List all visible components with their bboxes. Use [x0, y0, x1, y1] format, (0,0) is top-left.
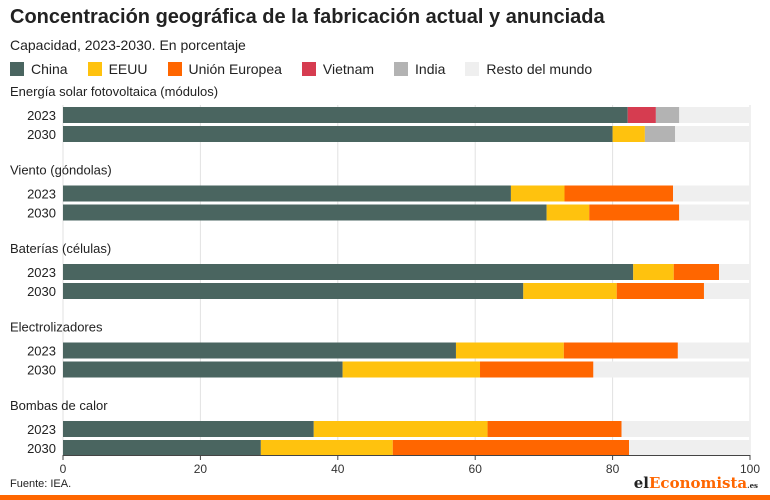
- x-tick-label-20: 20: [194, 462, 208, 476]
- brand-logo: elEconomista.es: [634, 474, 758, 492]
- legend-item-union-europea: Unión Europea: [167, 61, 282, 77]
- bar-segment-electrolizadores-2030-eeuu: [342, 361, 481, 378]
- year-label-bombas-de-calor-2023: 2023: [27, 422, 56, 437]
- bar-segment-electrolizadores-2023-resto-del-mundo: [677, 342, 750, 359]
- bar-segment-electrolizadores-2023-china: [63, 342, 456, 359]
- brand-accent: Economista: [649, 474, 748, 492]
- year-label-viento-gondolas-2030: 2030: [27, 206, 56, 221]
- bottom-rule: [0, 495, 770, 500]
- bar-segment-electrolizadores-2030-union-europea: [480, 361, 594, 378]
- bar-segment-bombas-de-calor-2023-china: [63, 421, 314, 437]
- year-label-electrolizadores-2023: 2023: [27, 344, 56, 359]
- bar-segment-baterias-celulas-2023-eeuu: [633, 264, 674, 280]
- legend-label-eeuu: EEUU: [108, 61, 148, 77]
- bar-segment-viento-gondolas-2023-china: [63, 185, 511, 202]
- bar-segment-viento-gondolas-2023-resto-del-mundo: [673, 185, 750, 202]
- bar-segment-viento-gondolas-2030-union-europea: [589, 204, 680, 221]
- bar-segment-viento-gondolas-2030-resto-del-mundo: [679, 204, 750, 221]
- legend-label-china: China: [31, 61, 68, 77]
- legend-label-resto-del-mundo: Resto del mundo: [486, 61, 593, 77]
- bar-segment-baterias-celulas-2023-resto-del-mundo: [719, 264, 750, 280]
- bar-segment-energia-solar-fotovoltaica-modulos-2030-eeuu: [612, 126, 645, 142]
- bar-segment-electrolizadores-2023-union-europea: [563, 342, 678, 359]
- legend-label-vietnam: Vietnam: [322, 61, 375, 77]
- bar-segment-electrolizadores-2023-eeuu: [455, 342, 564, 359]
- year-label-electrolizadores-2030: 2030: [27, 363, 56, 378]
- legend-swatch-union-europea: [167, 62, 182, 76]
- legend-label-union-europea: Unión Europea: [188, 61, 282, 77]
- legend-item-china: China: [10, 61, 68, 77]
- legend-item-eeuu: EEUU: [87, 61, 148, 77]
- legend-item-india: India: [394, 61, 445, 77]
- x-tick-label-0: 0: [60, 462, 67, 476]
- x-tick-label-100: 100: [740, 462, 760, 476]
- legend-label-india: India: [415, 61, 446, 77]
- legend-swatch-china: [10, 62, 24, 76]
- legend-item-vietnam: Vietnam: [301, 61, 375, 77]
- chart-title: Concentración geográfica de la fabricaci…: [10, 6, 605, 28]
- legend-swatch-resto-del-mundo: [465, 62, 480, 76]
- bar-segment-bombas-de-calor-2023-eeuu: [313, 421, 488, 437]
- bar-segment-viento-gondolas-2030-eeuu: [546, 204, 590, 221]
- x-tick-label-60: 60: [469, 462, 483, 476]
- source-note: Fuente: IEA.: [10, 478, 72, 490]
- bar-segment-baterias-celulas-2023-china: [63, 264, 634, 280]
- bar-segment-electrolizadores-2030-resto-del-mundo: [593, 361, 750, 378]
- bar-segment-baterias-celulas-2030-resto-del-mundo: [703, 283, 750, 299]
- group-label-viento-gondolas: Viento (góndolas): [10, 163, 112, 178]
- legend-swatch-vietnam: [301, 62, 316, 76]
- bar-segment-bombas-de-calor-2030-resto-del-mundo: [629, 440, 750, 456]
- legend: China EEUU Unión Europea Vietnam India R…: [10, 59, 612, 79]
- group-label-energia-solar-fotovoltaica-modulos: Energía solar fotovoltaica (módulos): [10, 84, 218, 99]
- bar-segment-baterias-celulas-2030-union-europea: [616, 283, 704, 299]
- bar-segment-baterias-celulas-2030-china: [63, 283, 524, 299]
- x-tick-label-40: 40: [331, 462, 345, 476]
- chart-subtitle: Capacidad, 2023-2030. En porcentaje: [10, 37, 246, 53]
- brand-prefix: el: [633, 474, 649, 492]
- bar-segment-energia-solar-fotovoltaica-modulos-2030-china: [63, 126, 613, 142]
- bar-segment-baterias-celulas-2030-eeuu: [523, 283, 617, 299]
- bar-segment-bombas-de-calor-2030-eeuu: [260, 440, 393, 456]
- legend-item-resto-del-mundo: Resto del mundo: [465, 61, 592, 77]
- year-label-bombas-de-calor-2030: 2030: [27, 441, 56, 456]
- bar-segment-baterias-celulas-2023-union-europea: [673, 264, 720, 280]
- bar-segment-energia-solar-fotovoltaica-modulos-2023-vietnam: [627, 107, 656, 123]
- bar-segment-energia-solar-fotovoltaica-modulos-2030-india: [644, 126, 676, 142]
- x-tick-label-80: 80: [606, 462, 620, 476]
- year-label-energia-solar-fotovoltaica-modulos-2023: 2023: [27, 108, 56, 123]
- brand-suffix: .es: [747, 481, 758, 490]
- bar-segment-viento-gondolas-2030-china: [63, 204, 547, 221]
- year-label-baterias-celulas-2030: 2030: [27, 284, 56, 299]
- group-label-electrolizadores: Electrolizadores: [10, 320, 103, 335]
- bar-segment-bombas-de-calor-2030-china: [63, 440, 261, 456]
- legend-swatch-india: [394, 62, 409, 76]
- bar-segment-electrolizadores-2030-china: [63, 361, 343, 378]
- legend-swatch-eeuu: [87, 62, 102, 76]
- bar-segment-energia-solar-fotovoltaica-modulos-2023-china: [63, 107, 628, 123]
- bar-segment-bombas-de-calor-2030-union-europea: [392, 440, 630, 456]
- year-label-viento-gondolas-2023: 2023: [27, 187, 56, 202]
- bar-segment-energia-solar-fotovoltaica-modulos-2030-resto-del-mundo: [675, 126, 750, 142]
- bar-segment-viento-gondolas-2023-eeuu: [510, 185, 565, 202]
- year-label-energia-solar-fotovoltaica-modulos-2030: 2030: [27, 127, 56, 142]
- group-label-baterias-celulas: Baterías (células): [10, 241, 111, 256]
- bar-segment-viento-gondolas-2023-union-europea: [564, 185, 674, 202]
- bar-segment-bombas-de-calor-2023-union-europea: [487, 421, 622, 437]
- bar-segment-energia-solar-fotovoltaica-modulos-2023-india: [655, 107, 680, 123]
- bar-segment-energia-solar-fotovoltaica-modulos-2023-resto-del-mundo: [679, 107, 750, 123]
- bar-segment-bombas-de-calor-2023-resto-del-mundo: [621, 421, 750, 437]
- year-label-baterias-celulas-2023: 2023: [27, 265, 56, 280]
- group-label-bombas-de-calor: Bombas de calor: [10, 398, 108, 413]
